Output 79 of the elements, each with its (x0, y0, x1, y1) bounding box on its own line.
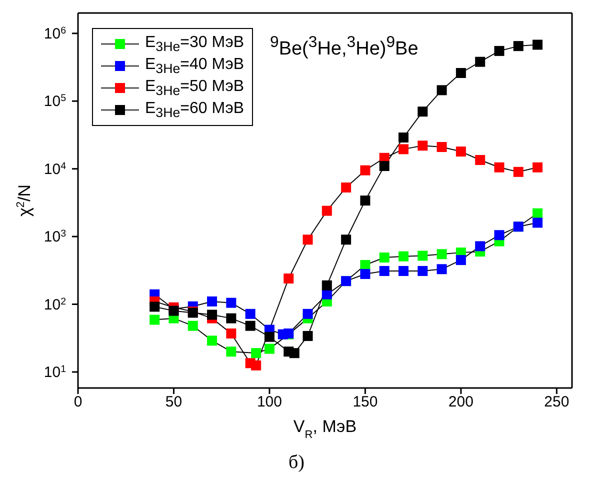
x-tick-label: 200 (448, 394, 474, 411)
point (302, 308, 313, 319)
y-tick-label: 10$^{5}$ (44, 92, 67, 110)
point (398, 144, 409, 154)
point (251, 360, 262, 370)
text: б) (288, 452, 306, 474)
point (532, 40, 543, 50)
point (436, 85, 447, 96)
point (150, 302, 160, 312)
point (436, 264, 447, 274)
point (513, 166, 524, 177)
point (494, 46, 504, 56)
point (494, 230, 504, 240)
point (341, 182, 352, 192)
x-tick-label: 50 (165, 394, 182, 411)
point (322, 280, 332, 290)
point (456, 68, 466, 78)
point (418, 250, 428, 261)
legend-label: E$_{3He}$=60 МэВ (145, 100, 244, 120)
point (226, 328, 236, 338)
point (532, 208, 543, 218)
point (264, 332, 274, 342)
point (264, 344, 274, 354)
annotation: $^{9}$Be($^{3}$He,$^{3}$He)$^{9}$Be (270, 34, 418, 60)
point (360, 268, 370, 279)
point (322, 289, 332, 300)
point (436, 249, 447, 260)
point (360, 196, 370, 206)
point (207, 296, 218, 306)
point (398, 266, 409, 276)
x-tick-label: 0 (74, 394, 82, 411)
point (251, 348, 262, 358)
point (532, 218, 543, 228)
point (226, 313, 236, 324)
legend-label: E$_{3He}$=40 МэВ (145, 56, 244, 76)
point (302, 234, 313, 245)
point (289, 348, 300, 358)
point (418, 106, 428, 117)
point (398, 132, 409, 143)
legend-label: E$_{3He}$=50 МэВ (145, 78, 244, 98)
point (513, 41, 524, 52)
point (456, 146, 466, 157)
y-tick-label: 10$^{6}$ (44, 24, 66, 42)
point (322, 206, 332, 216)
y-tick-label: 10$^{1}$ (44, 363, 66, 381)
y-tick-label: 10$^{3}$ (44, 228, 66, 246)
point (418, 266, 428, 276)
point (475, 154, 486, 165)
point (475, 241, 486, 252)
x-tick-label: 150 (352, 394, 378, 411)
y-tick-label: 10$^{4}$ (44, 160, 67, 178)
point (379, 252, 390, 263)
point (532, 162, 543, 172)
point (284, 274, 294, 284)
point (494, 162, 504, 172)
point (379, 266, 390, 276)
x-tick-label: 250 (544, 394, 570, 411)
point (245, 320, 256, 331)
x-axis-title: V$_{R}$, МэВ (293, 417, 357, 441)
point (207, 310, 218, 320)
point (226, 298, 236, 308)
y-tick-label: 10$^{2}$ (44, 296, 66, 314)
point (245, 308, 256, 319)
point (436, 142, 447, 152)
point (398, 251, 409, 262)
point (226, 346, 236, 357)
point (188, 320, 198, 331)
point (418, 140, 428, 151)
point (456, 255, 466, 266)
x-tick-label: 100 (256, 394, 282, 411)
point (379, 161, 390, 172)
point (341, 234, 352, 245)
point (475, 56, 486, 67)
point (360, 260, 370, 270)
point (360, 165, 370, 176)
point (207, 336, 218, 346)
point (302, 330, 313, 341)
legend-label: E$_{3He}$=30 МэВ (145, 34, 244, 54)
point (150, 314, 160, 325)
